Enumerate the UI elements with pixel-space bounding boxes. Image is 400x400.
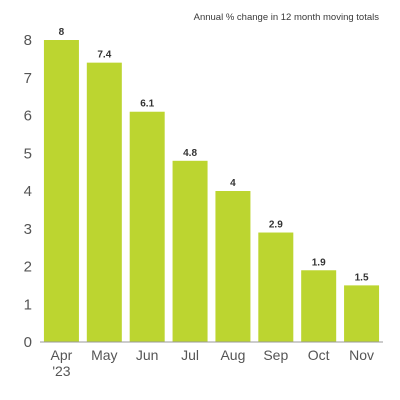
data-label: 4: [230, 178, 236, 189]
x-tick-label: Aug: [220, 347, 245, 363]
x-tick-label: May: [91, 347, 117, 363]
data-label: 8: [59, 27, 65, 38]
x-tick-label: Apr '23: [51, 347, 73, 379]
y-tick-label: 5: [24, 145, 32, 162]
data-label: 2.9: [269, 220, 283, 231]
bar: [344, 285, 380, 342]
bar: [129, 111, 165, 342]
y-tick-label: 0: [24, 334, 32, 351]
bar: [86, 62, 122, 343]
data-label: 7.4: [97, 50, 111, 61]
bar: [301, 270, 337, 342]
x-tick-label: Oct: [308, 347, 330, 363]
y-tick-label: 4: [24, 183, 32, 200]
bar: [43, 40, 79, 342]
x-tick-label: Jul: [181, 347, 199, 363]
y-tick-label: 1: [24, 296, 32, 313]
y-tick-label: 6: [24, 108, 32, 125]
data-label: 1.9: [312, 257, 326, 268]
bar: [258, 232, 294, 342]
x-tick-label: Jun: [136, 347, 159, 363]
bar: [172, 160, 208, 342]
data-label: 4.8: [183, 148, 197, 159]
y-tick-label: 7: [24, 70, 32, 87]
data-label: 6.1: [140, 99, 154, 110]
bar: [215, 191, 251, 342]
x-tick-label: Nov: [349, 347, 374, 363]
y-tick-label: 3: [24, 221, 32, 238]
y-tick-label: 2: [24, 259, 32, 276]
x-tick-label: Sep: [263, 347, 288, 363]
chart-subtitle: Annual % change in 12 month moving total…: [194, 12, 380, 23]
y-tick-label: 8: [24, 32, 32, 49]
data-label: 1.5: [355, 272, 369, 283]
